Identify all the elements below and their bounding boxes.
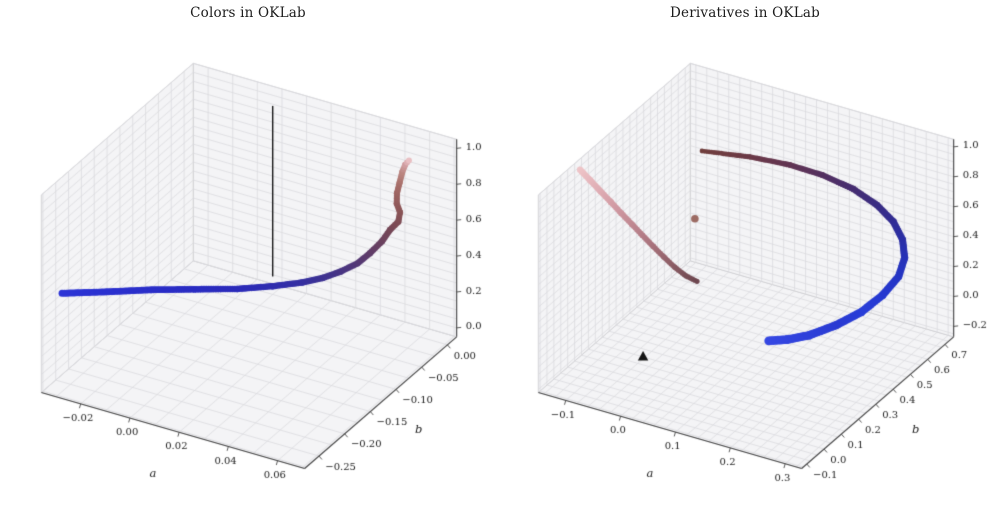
chart-title-colors: Colors in OKLab <box>190 5 306 21</box>
panel-derivatives: Derivatives in OKLab <box>497 0 993 507</box>
derivatives-3d-axes <box>497 20 993 507</box>
panel-colors: Colors in OKLab <box>0 0 496 507</box>
chart-title-derivatives: Derivatives in OKLab <box>670 5 820 21</box>
colors-3d-axes <box>0 20 496 507</box>
